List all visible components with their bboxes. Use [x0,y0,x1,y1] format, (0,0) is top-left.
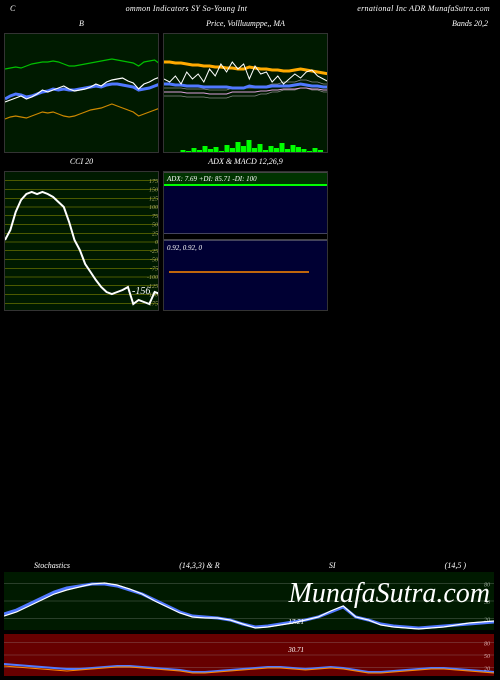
svg-text:ADX: 7.69 +DI: 85.71 -DI: 100: ADX: 7.69 +DI: 85.71 -DI: 100 [166,175,257,183]
adx-panel: ADX & MACD 12,26,9 ADX: 7.69 +DI: 85.71 … [163,157,328,311]
svg-text:-75: -75 [150,266,158,272]
stoch-title-mid: (14,3,3) & R [179,561,219,570]
svg-text:125: 125 [149,196,158,202]
row-3: Stochastics (14,3,3) & R SI (14,5 ) 80 50… [4,561,496,676]
adx-chart: ADX: 7.69 +DI: 85.71 -DI: 100 0.92, 0.92,… [163,171,328,311]
bbands-chart [4,33,159,153]
row-2: CCI 20 175 150 125 100 75 50 25 0 -25 -50 -75 -100 -… [0,157,500,311]
bbands-right-title: Bands 20,2 [332,19,496,31]
price-chart [163,33,328,153]
stoch-title-row: Stochastics (14,3,3) & R SI (14,5 ) [4,561,496,572]
header-right: ernational Inc ADR MunafaSutra.com [357,4,490,13]
svg-text:-100: -100 [147,275,158,281]
svg-text:17.21: 17.21 [288,618,304,626]
svg-text:-25: -25 [150,249,158,255]
price-panel: Price, Vollluumppe,, MA [163,19,328,153]
svg-text:100: 100 [149,205,158,211]
bbands-panel: B [4,19,159,153]
svg-text:80: 80 [484,583,490,589]
page-header: C ommon Indicators SY So-Young Int ernat… [0,0,500,15]
bbands-title: B [4,19,159,31]
stoch-title-left: Stochastics [34,561,70,570]
stoch-chart: 80502017.2180502030.71 [4,572,496,676]
svg-text:0.92, 0.92, 0: 0.92, 0.92, 0 [167,244,203,252]
svg-text:150: 150 [149,188,158,194]
price-title: Price, Vollluumppe,, MA [163,19,328,31]
svg-text:0: 0 [155,240,158,246]
header-left: C [10,4,16,13]
svg-text:80: 80 [484,641,490,647]
row-1: B Price, Vollluumppe,, MA Bands 20,2 [0,19,500,153]
svg-text:50: 50 [152,223,158,229]
cci-panel: CCI 20 175 150 125 100 75 50 25 0 -25 -50 -75 -100 -… [4,157,159,311]
svg-text:25: 25 [152,231,158,237]
svg-text:50: 50 [484,600,490,606]
cci-chart: 1751501251007550250-25-50-75-100-125-150… [4,171,159,311]
cci-title: CCI 20 [4,157,159,169]
svg-text:50: 50 [484,654,490,660]
svg-text:-50: -50 [150,258,158,264]
svg-text:-156: -156 [132,286,150,297]
adx-title: ADX & MACD 12,26,9 [163,157,328,169]
svg-text:30.71: 30.71 [287,646,304,654]
svg-text:175: 175 [149,179,158,185]
bbands-right-panel: Bands 20,2 [332,19,496,153]
stoch-title-mid2: SI [329,561,336,570]
svg-text:75: 75 [152,214,158,220]
stoch-title-right: (14,5 ) [445,561,466,570]
header-center: ommon Indicators SY So-Young Int [126,4,248,13]
